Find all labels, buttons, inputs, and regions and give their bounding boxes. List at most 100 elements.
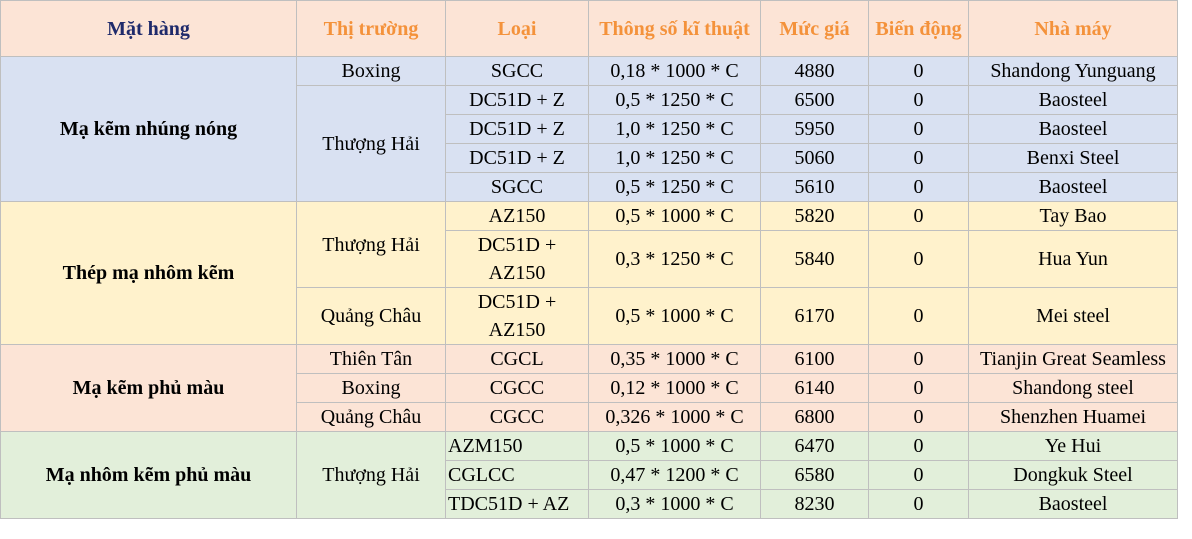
change-cell: 0 [868, 56, 969, 86]
table-row: CGLCC 0,47 * 1200 * C 6580 0 Dongkuk Steel [1, 460, 1178, 490]
price-cell: 8230 [760, 489, 869, 519]
spec-cell: 0,5 * 1000 * C [588, 431, 761, 461]
type-cell: SGCC [445, 56, 589, 86]
product-cell: Thép mạ nhôm kẽm [0, 201, 297, 345]
header-cell: Biến động [868, 0, 969, 57]
factory-cell: Baosteel [968, 114, 1178, 144]
spec-cell: 0,3 * 1000 * C [588, 489, 761, 519]
change-cell: 0 [868, 143, 969, 173]
spec-cell: 0,3 * 1250 * C [588, 230, 761, 288]
change-cell: 0 [868, 489, 969, 519]
change-cell: 0 [868, 230, 969, 288]
header-cell: Nhà máy [968, 0, 1178, 57]
table-row: TDC51D + AZ 0,3 * 1000 * C 8230 0 Baosteel [1, 489, 1178, 519]
factory-cell: Benxi Steel [968, 143, 1178, 173]
price-cell: 5840 [760, 230, 869, 288]
spec-cell: 0,5 * 1250 * C [588, 85, 761, 115]
factory-cell: Baosteel [968, 85, 1178, 115]
type-cell: DC51D + Z [445, 114, 589, 144]
header-cell: Loại [445, 0, 589, 57]
change-cell: 0 [868, 85, 969, 115]
price-cell: 5610 [760, 172, 869, 202]
spec-cell: 0,326 * 1000 * C [588, 402, 761, 432]
market-cell: Thiên Tân [296, 344, 446, 374]
type-cell: AZ150 [445, 201, 589, 231]
header-cell: Mặt hàng [0, 0, 297, 57]
header-cell: Thị trường [296, 0, 446, 57]
header-cell: Mức giá [760, 0, 869, 57]
factory-cell: Baosteel [968, 489, 1178, 519]
price-cell: 6500 [760, 85, 869, 115]
price-cell: 5060 [760, 143, 869, 173]
price-cell: 4880 [760, 56, 869, 86]
market-cell: Boxing [296, 373, 446, 403]
change-cell: 0 [868, 172, 969, 202]
price-cell: 6580 [760, 460, 869, 490]
price-cell: 6470 [760, 431, 869, 461]
type-cell: DC51D + Z [445, 85, 589, 115]
change-cell: 0 [868, 114, 969, 144]
price-cell: 5820 [760, 201, 869, 231]
change-cell: 0 [868, 460, 969, 490]
price-cell: 6100 [760, 344, 869, 374]
type-cell: TDC51D + AZ [445, 489, 589, 519]
type-cell: DC51D + AZ150 [445, 287, 589, 345]
change-cell: 0 [868, 431, 969, 461]
change-cell: 0 [868, 402, 969, 432]
factory-cell: Shandong steel [968, 373, 1178, 403]
type-cell: CGCC [445, 373, 589, 403]
product-cell: Mạ nhôm kẽm phủ màu [0, 431, 297, 519]
factory-cell: Dongkuk Steel [968, 460, 1178, 490]
change-cell: 0 [868, 201, 969, 231]
factory-cell: Mei steel [968, 287, 1178, 345]
price-cell: 5950 [760, 114, 869, 144]
market-cell: Thượng Hải [296, 201, 446, 288]
table-row: SGCC 0,5 * 1250 * C 5610 0 Baosteel [1, 172, 1178, 202]
type-cell: DC51D + Z [445, 143, 589, 173]
market-cell: Quảng Châu [296, 402, 446, 432]
market-cell: Boxing [296, 56, 446, 86]
change-cell: 0 [868, 344, 969, 374]
spec-cell: 0,18 * 1000 * C [588, 56, 761, 86]
factory-cell: Ye Hui [968, 431, 1178, 461]
type-cell: AZM150 [445, 431, 589, 461]
table-row: Thép mạ nhôm kẽm Thượng Hải AZ150 0,5 * 100… [0, 201, 1178, 345]
type-cell: CGCL [445, 344, 589, 374]
spec-cell: 0,47 * 1200 * C [588, 460, 761, 490]
product-cell: Mạ kẽm phủ màu [0, 344, 297, 432]
price-cell: 6140 [760, 373, 869, 403]
factory-cell: Baosteel [968, 172, 1178, 202]
table-row: Thượng Hải DC51D + Z 0,5 * 1250 * C 6500 0 Ba… [1, 85, 1178, 202]
spec-cell: 0,5 * 1250 * C [588, 172, 761, 202]
spec-cell: 0,5 * 1000 * C [588, 201, 761, 231]
header-cell: Thông số kĩ thuật [588, 0, 761, 57]
spec-cell: 0,5 * 1000 * C [588, 287, 761, 345]
type-cell: DC51D + AZ150 [445, 230, 589, 288]
factory-cell: Hua Yun [968, 230, 1178, 288]
table-body: Mạ kẽm nhúng nóng Boxing SGCC 0,18 * 1000 *… [0, 56, 1178, 519]
spec-cell: 1,0 * 1250 * C [588, 143, 761, 173]
table-row: Mạ kẽm phủ màu Thiên Tân CGCL 0,35 * 1000 *… [0, 344, 1178, 432]
table-row: DC51D + Z 1,0 * 1250 * C 5060 0 Benxi Steel [1, 143, 1178, 173]
spec-cell: 0,35 * 1000 * C [588, 344, 761, 374]
factory-cell: Tay Bao [968, 201, 1178, 231]
table-row: DC51D + AZ150 0,3 * 1250 * C 5840 0 Hua Yun [1, 230, 1178, 288]
type-cell: SGCC [445, 172, 589, 202]
type-cell: CGLCC [445, 460, 589, 490]
table-row: Mạ nhôm kẽm phủ màu Thượng Hải AZM150 0,5 *… [0, 431, 1178, 519]
table-row: Quảng Châu DC51D + AZ150 0,5 * 1000 * C 617… [1, 287, 1178, 345]
spec-cell: 0,12 * 1000 * C [588, 373, 761, 403]
factory-cell: Shenzhen Huamei [968, 402, 1178, 432]
table-row: Mạ kẽm nhúng nóng Boxing SGCC 0,18 * 1000 *… [0, 56, 1178, 202]
factory-cell: Shandong Yunguang [968, 56, 1178, 86]
table-row: Boxing CGCC 0,12 * 1000 * C 6140 0 Shandong s… [1, 373, 1178, 403]
header-row: Mặt hàng Thị trường Loại Thông số kĩ thuật M… [0, 0, 1178, 57]
change-cell: 0 [868, 287, 969, 345]
type-cell: CGCC [445, 402, 589, 432]
spec-cell: 1,0 * 1250 * C [588, 114, 761, 144]
factory-cell: Tianjin Great Seamless [968, 344, 1178, 374]
change-cell: 0 [868, 373, 969, 403]
price-cell: 6800 [760, 402, 869, 432]
price-table: Mặt hàng Thị trường Loại Thông số kĩ thuật M… [0, 0, 1178, 519]
